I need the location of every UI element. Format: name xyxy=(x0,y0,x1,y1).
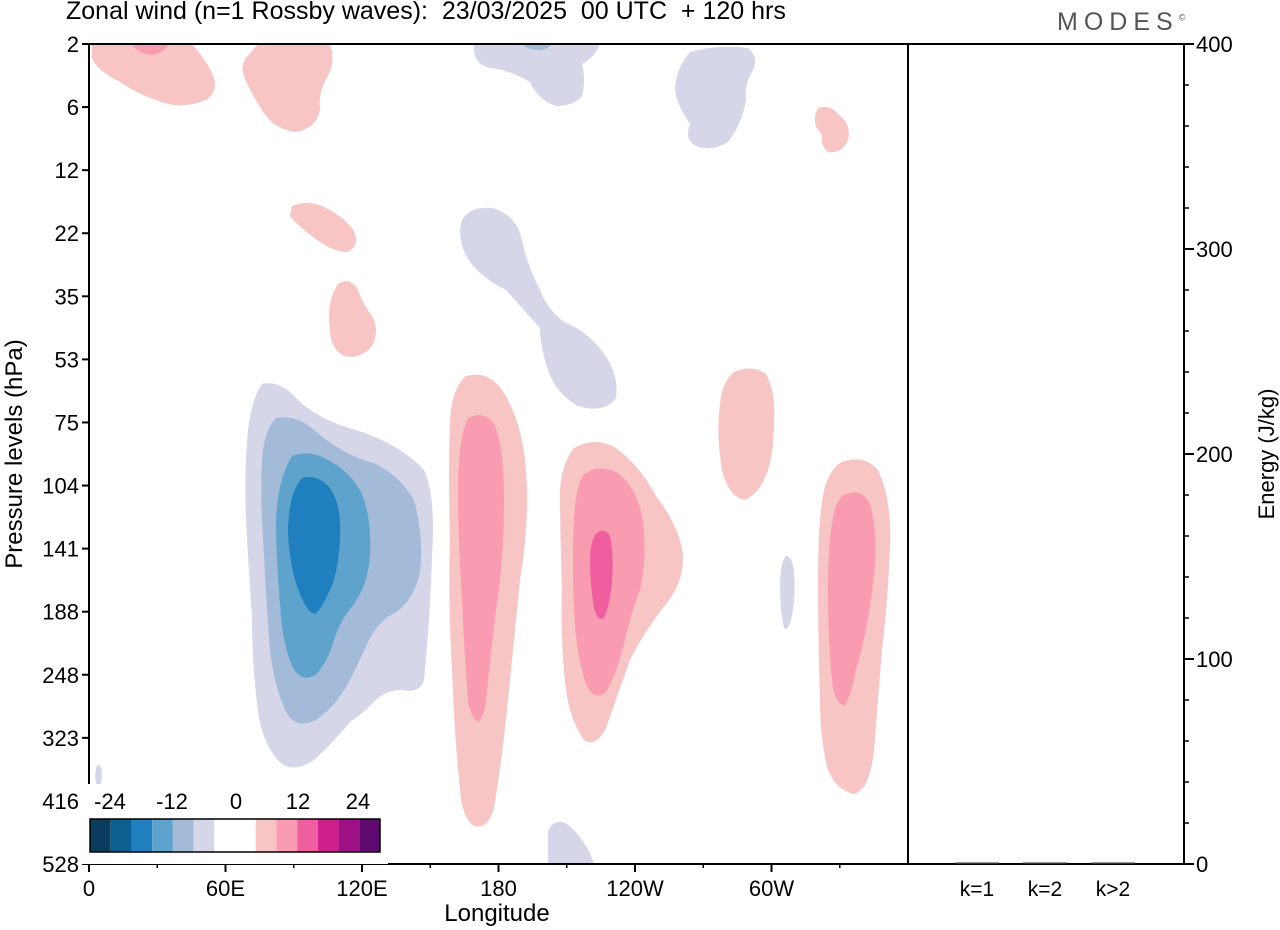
colorbar-swatch xyxy=(359,819,380,852)
colorbar-label: -24 xyxy=(94,789,126,814)
contour-neg-bottom xyxy=(548,821,594,864)
pressure-axis: 2 6 12 22 35 53 75 104 141 188 248 323 416 528 xyxy=(42,32,89,877)
colorbar-swatch xyxy=(214,819,235,852)
colorbar-swatch xyxy=(297,819,318,852)
y-tick-label: 53 xyxy=(55,347,79,372)
energy-bar xyxy=(1023,862,1067,864)
y-tick-label: 35 xyxy=(55,284,79,309)
chart-title: Zonal wind (n=1 Rossby waves): 23/03/202… xyxy=(66,0,786,25)
colorbar-swatch xyxy=(131,819,153,852)
x-tick-label: 60E xyxy=(206,876,245,901)
colorbar-label: -12 xyxy=(156,789,188,814)
contour-pos-35 xyxy=(329,281,376,357)
energy-bar xyxy=(1091,862,1135,864)
contour-pos-top-left-core xyxy=(132,44,168,55)
y-tick-label: 22 xyxy=(55,221,79,246)
colorbar-swatch xyxy=(255,819,277,852)
colorbar-swatch xyxy=(193,819,215,852)
contour-neg-300 xyxy=(780,556,795,629)
x-tick-label: 60W xyxy=(749,876,794,901)
contour-pos-top-left xyxy=(92,44,215,106)
longitude-axis: 0 60E 120E 180 120W 60W xyxy=(83,864,841,901)
colorbar-label: 24 xyxy=(346,789,370,814)
y-tick-label: 416 xyxy=(42,789,79,814)
contour-pos-22 xyxy=(290,203,357,252)
colorbar-frame xyxy=(89,818,381,853)
y-tick-label: 12 xyxy=(55,158,79,183)
y-tick-label: 6 xyxy=(67,95,79,120)
colorbar-swatch xyxy=(338,819,360,852)
energy-bar-label: k=1 xyxy=(960,878,994,901)
energy-tick-label: 0 xyxy=(1196,852,1208,877)
y-tick-label: 104 xyxy=(42,474,79,499)
x-tick-label: 0 xyxy=(83,876,95,901)
colorbar-swatch xyxy=(90,819,111,852)
contour-pos-215-l3 xyxy=(590,530,613,619)
contour-pos-small-right xyxy=(814,106,849,153)
energy-bar-label: k=2 xyxy=(1028,878,1062,901)
x-tick-label: 120E xyxy=(336,876,387,901)
energy-axis: 0 100 200 300 400 xyxy=(1184,32,1233,877)
wind-contour-field xyxy=(92,44,891,864)
y-tick-label: 248 xyxy=(42,663,79,688)
contour-pos-330-l2 xyxy=(828,492,876,706)
colorbar-swatch xyxy=(317,819,339,852)
energy-tick-label: 400 xyxy=(1196,32,1233,57)
contour-neg-top-center xyxy=(473,44,600,106)
brand-name: MODES xyxy=(1057,8,1179,36)
energy-tick-label: 100 xyxy=(1196,647,1233,672)
y-tick-label: 323 xyxy=(42,726,79,751)
colorbar-label: 12 xyxy=(286,789,310,814)
y-tick-label: 2 xyxy=(67,32,79,57)
colorbar: -24 -12 0 12 24 xyxy=(82,784,388,864)
y-tick-label: 188 xyxy=(42,600,79,625)
energy-tick-label: 200 xyxy=(1196,442,1233,467)
contour-neg-tiny-left xyxy=(95,764,102,788)
brand-mark: © xyxy=(1178,12,1186,23)
y-axis-label: Pressure levels (hPa) xyxy=(1,339,28,568)
contour-neg-22 xyxy=(460,207,617,409)
colorbar-swatch xyxy=(110,819,132,852)
x-axis-label: Longitude xyxy=(444,900,549,927)
colorbar-swatch xyxy=(235,819,256,852)
energy-bar xyxy=(955,862,999,864)
x-tick-label: 120W xyxy=(606,876,664,901)
y-tick-label: 528 xyxy=(42,852,79,877)
y-tick-label: 75 xyxy=(55,410,79,435)
colorbar-label: 0 xyxy=(230,789,242,814)
brand-logo: MODES© xyxy=(1057,8,1185,37)
energy-bar-label: k>2 xyxy=(1096,878,1130,901)
energy-axis-label: Energy (J/kg) xyxy=(1254,389,1279,520)
energy-bars: k=1 k=2 k>2 xyxy=(955,862,1135,901)
x-tick-label: 180 xyxy=(480,876,517,901)
contour-pos-top-2 xyxy=(242,44,333,132)
contour-neg-main-l4 xyxy=(288,477,341,614)
contour-pos-180-l2 xyxy=(458,415,504,722)
colorbar-swatch xyxy=(276,819,298,852)
contour-pos-282 xyxy=(718,368,775,500)
colorbar-swatch xyxy=(152,819,173,852)
y-tick-label: 141 xyxy=(42,537,79,562)
colorbar-swatch xyxy=(172,819,194,852)
contour-neg-top-right xyxy=(675,46,756,149)
contour-neg-top-center-core xyxy=(522,44,552,50)
energy-tick-label: 300 xyxy=(1196,237,1233,262)
energy-panel-frame xyxy=(907,43,1185,865)
